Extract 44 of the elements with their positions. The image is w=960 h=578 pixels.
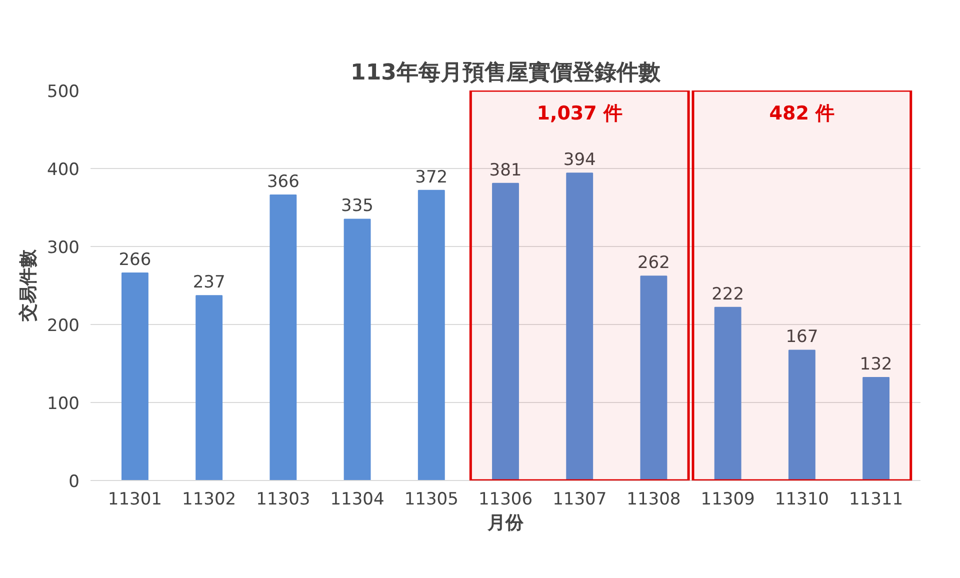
x-tick-label: 11310: [774, 490, 829, 510]
x-tick-label: 11302: [182, 490, 236, 510]
x-tick-label: 11303: [256, 490, 310, 510]
data-label: 394: [563, 150, 596, 170]
x-tick-label: 11307: [552, 490, 607, 510]
band-label: 1,037 件: [536, 102, 622, 124]
data-label: 372: [415, 167, 448, 188]
x-tick-label: 11308: [626, 490, 681, 510]
y-tick-label: 200: [47, 316, 80, 336]
band-label: 482 件: [769, 102, 835, 124]
x-tick-label: 11306: [478, 490, 533, 510]
bar: [640, 276, 668, 480]
bar: [121, 272, 148, 480]
y-tick-label: 300: [47, 238, 80, 258]
y-tick-label: 0: [68, 472, 80, 492]
bar: [788, 350, 816, 480]
data-label: 237: [192, 272, 226, 293]
x-tick-label: 11305: [404, 490, 458, 510]
chart-title: 113年每月預售屋實價登錄件數: [350, 60, 662, 86]
x-axis-title: 月份: [486, 512, 524, 534]
data-label: 167: [786, 327, 818, 348]
bar: [862, 377, 890, 480]
bar: [270, 194, 297, 480]
data-label: 132: [860, 354, 892, 375]
bar: [196, 295, 223, 480]
x-tick-label: 11304: [330, 490, 384, 510]
data-label: 262: [637, 253, 670, 274]
x-tick-label: 11309: [700, 490, 755, 510]
data-label: 381: [489, 160, 522, 180]
bar: [492, 182, 519, 480]
data-label: 266: [118, 250, 152, 270]
y-axis-title: 交易件數: [18, 248, 40, 322]
y-tick-label: 500: [47, 82, 80, 102]
bar: [714, 306, 742, 480]
bar: [418, 190, 445, 480]
x-tick-label: 11311: [848, 490, 904, 510]
data-label: 222: [712, 284, 744, 304]
x-tick-label: 11301: [108, 490, 162, 510]
data-label: 366: [266, 172, 300, 192]
bar: [344, 218, 371, 480]
y-tick-label: 400: [47, 160, 80, 180]
y-tick-label: 100: [47, 394, 80, 414]
data-label: 335: [341, 196, 374, 216]
bar: [566, 172, 594, 480]
